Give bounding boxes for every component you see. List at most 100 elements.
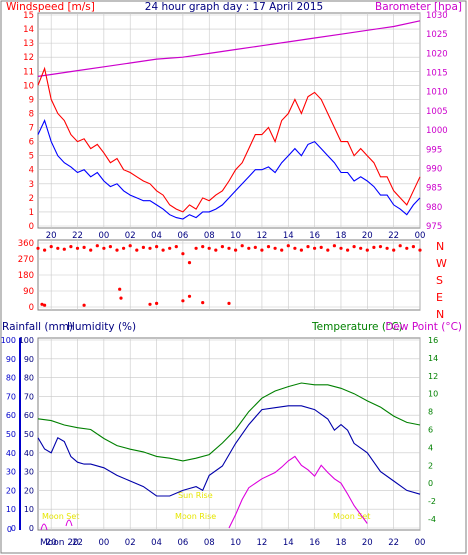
wind-y-tick-label: 12 bbox=[23, 53, 34, 63]
direction-point bbox=[247, 246, 251, 250]
series-layer bbox=[36, 20, 422, 531]
temperature-y-tick-label: 8 bbox=[428, 408, 433, 417]
x-tick-label: 22 bbox=[388, 538, 399, 548]
rainfall-y-tick-label: 50 bbox=[6, 430, 16, 439]
direction-point bbox=[260, 248, 264, 252]
temperature-y-tick-label: 4 bbox=[428, 443, 433, 452]
humidity-y-tick-label: 80 bbox=[24, 374, 34, 383]
barometer-y-tick-label: 1025 bbox=[426, 30, 448, 40]
humidity-y-tick-label: 30 bbox=[24, 468, 34, 477]
dewpoint-fragment bbox=[65, 519, 73, 527]
x-tick-label: 20 bbox=[46, 231, 57, 241]
x-tick-label: 10 bbox=[230, 538, 241, 548]
temperature-y-tick-label: -2 bbox=[428, 497, 436, 506]
wind-y-tick-label: 0 bbox=[29, 222, 34, 232]
direction-point bbox=[207, 246, 211, 250]
temperature-y-tick-label: 12 bbox=[428, 372, 438, 381]
wind-y-tick-label: 4 bbox=[29, 166, 34, 176]
humidity-y-tick-label: 0 bbox=[29, 524, 34, 533]
x-tick-label: 18 bbox=[336, 538, 347, 548]
direction-point bbox=[385, 246, 389, 250]
x-tick-label: 04 bbox=[151, 538, 162, 548]
direction-point bbox=[359, 246, 363, 250]
direction-point bbox=[43, 248, 47, 252]
barometer-y-tick-label: 1020 bbox=[426, 49, 448, 59]
direction-point bbox=[128, 244, 132, 248]
humidity-y-tick-label: 50 bbox=[24, 430, 34, 439]
wind-y-tick-label: 5 bbox=[29, 152, 34, 162]
rainfall-axis-label: Rainfall (mm) bbox=[2, 321, 73, 333]
temperature-y-tick-label: 0 bbox=[428, 479, 433, 488]
barometer-axis-label: Barometer [hpa] bbox=[375, 1, 462, 13]
barometer-y-tick-label: 995 bbox=[426, 145, 442, 155]
barometer-y-tick-label: 985 bbox=[426, 184, 442, 194]
rainfall-y-tick-label: 20 bbox=[6, 486, 16, 495]
direction-point bbox=[326, 248, 330, 252]
x-tick-label: 20 bbox=[362, 538, 373, 548]
direction-point bbox=[372, 245, 376, 249]
direction-point bbox=[108, 245, 112, 249]
barometer-y-tick-label: 990 bbox=[426, 164, 442, 174]
wind-gust-line bbox=[37, 66, 421, 213]
direction-point bbox=[187, 261, 192, 265]
x-tick-label: 20 bbox=[362, 231, 373, 241]
wind-average-line bbox=[37, 118, 421, 220]
humidity-y-tick-label: 20 bbox=[24, 486, 34, 495]
chart-title: 24 hour graph day : 17 April 2015 bbox=[145, 1, 323, 13]
x-tick-label: 04 bbox=[151, 231, 162, 241]
direction-point bbox=[411, 245, 415, 249]
direction-point bbox=[141, 245, 145, 249]
direction-point bbox=[240, 244, 244, 248]
barometer-y-tick-label: 980 bbox=[426, 203, 442, 213]
compass-label: W bbox=[436, 257, 447, 270]
humidity-line bbox=[37, 405, 421, 497]
direction-point bbox=[201, 301, 205, 305]
temperature-axis-label: Temperature (°C) bbox=[311, 321, 403, 333]
x-tick-label: 22 bbox=[388, 231, 399, 241]
direction-point bbox=[122, 246, 126, 250]
x-tick-label: 16 bbox=[309, 538, 320, 548]
x-tick-label: 02 bbox=[125, 231, 136, 241]
direction-point bbox=[201, 245, 205, 249]
barometer-y-tick-label: 1015 bbox=[426, 69, 448, 79]
direction-point bbox=[40, 302, 44, 306]
direction-point bbox=[82, 303, 86, 307]
direction-point bbox=[102, 246, 106, 250]
x-tick-label: 14 bbox=[283, 538, 294, 548]
wind-y-tick-label: 11 bbox=[23, 67, 34, 77]
direction-point bbox=[253, 245, 257, 249]
direction-point bbox=[293, 246, 297, 250]
direction-point bbox=[36, 246, 40, 250]
direction-point bbox=[181, 252, 185, 256]
humidity-y-tick-label: 10 bbox=[24, 505, 34, 514]
barometer-line bbox=[37, 20, 421, 77]
tick-labels-layer: 2020222200000202040406060808101012121414… bbox=[1, 11, 448, 548]
wind-panel-frame bbox=[37, 12, 421, 229]
direction-point bbox=[82, 245, 86, 249]
direction-y-tick-label: 90 bbox=[23, 287, 34, 297]
direction-point bbox=[89, 248, 93, 252]
grid-layer bbox=[38, 13, 421, 530]
barometer-y-tick-label: 1000 bbox=[426, 126, 448, 136]
x-tick-label: 16 bbox=[309, 231, 320, 241]
direction-point bbox=[115, 248, 119, 252]
direction-point bbox=[194, 246, 198, 250]
wind-y-tick-label: 14 bbox=[23, 25, 34, 35]
direction-point bbox=[378, 245, 383, 249]
rainfall-y-tick-label: 40 bbox=[6, 449, 16, 458]
rainfall-y-tick-label: 80 bbox=[6, 374, 16, 383]
direction-point bbox=[118, 287, 122, 291]
compass-label: E bbox=[436, 291, 443, 304]
moon-set-annotation: Moon Set bbox=[333, 512, 370, 521]
wind-y-tick-label: 2 bbox=[29, 194, 34, 204]
barometer-y-tick-label: 975 bbox=[426, 222, 442, 232]
direction-point bbox=[161, 248, 165, 252]
rainfall-y-tick-label: 30 bbox=[6, 468, 16, 477]
wind-y-tick-label: 10 bbox=[23, 81, 34, 91]
x-tick-label: 22 bbox=[72, 231, 83, 241]
compass-label: N bbox=[436, 240, 444, 253]
direction-point bbox=[69, 245, 73, 249]
direction-point bbox=[266, 245, 271, 249]
x-tick-label: 02 bbox=[125, 538, 136, 548]
